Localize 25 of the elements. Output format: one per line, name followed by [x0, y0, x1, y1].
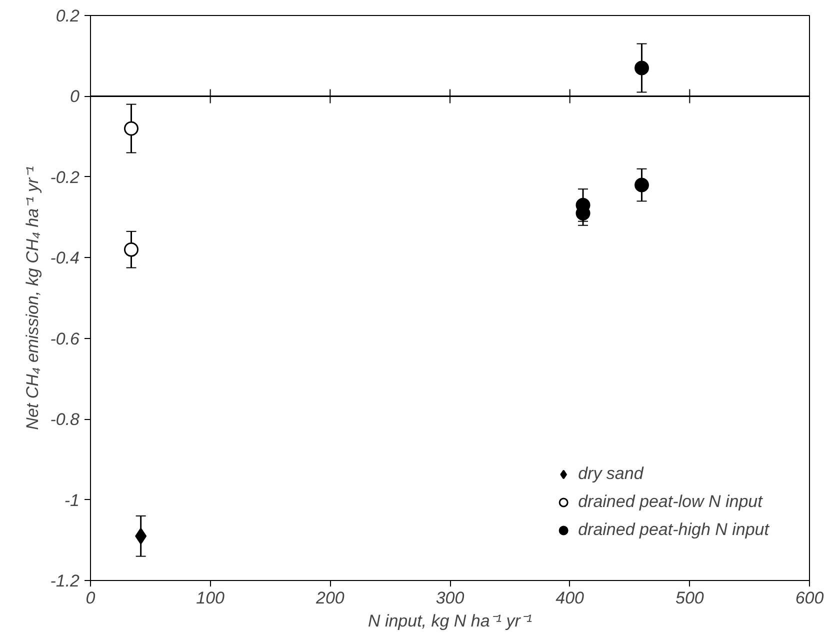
- x-tick-label: 200: [314, 588, 345, 608]
- x-tick-label: 500: [675, 588, 704, 608]
- point: [634, 60, 649, 76]
- y-axis-title: Net CH₄ emission, kg CH₄ ha⁻¹ yr⁻¹: [23, 166, 42, 430]
- y-tick-label: -1: [64, 490, 80, 510]
- y-tick-label: 0.2: [56, 6, 80, 26]
- legend-label: drained peat-high N input: [578, 520, 769, 540]
- x-tick-label: 0: [86, 588, 96, 608]
- point: [124, 242, 138, 257]
- legend-label: drained peat-low N input: [578, 492, 762, 512]
- y-tick-label: -0.2: [50, 168, 80, 187]
- point: [135, 528, 147, 544]
- y-tick-label: -0.6: [50, 329, 80, 348]
- y-tick-label: -1.2: [50, 572, 80, 590]
- point: [124, 121, 138, 136]
- legend-label: dry sand: [578, 464, 644, 484]
- y-tick-label: 0: [70, 87, 80, 106]
- x-tick-label: 300: [436, 588, 465, 608]
- y-tick-label: -0.8: [50, 410, 80, 430]
- x-tick-label: 400: [556, 588, 585, 608]
- x-tick-label: 100: [196, 588, 226, 608]
- y-tick-label: -0.4: [50, 248, 80, 268]
- x-tick-label: 600: [795, 588, 824, 608]
- point: [634, 178, 649, 192]
- x-axis-title: N input, kg N ha⁻¹ yr⁻¹: [368, 612, 532, 630]
